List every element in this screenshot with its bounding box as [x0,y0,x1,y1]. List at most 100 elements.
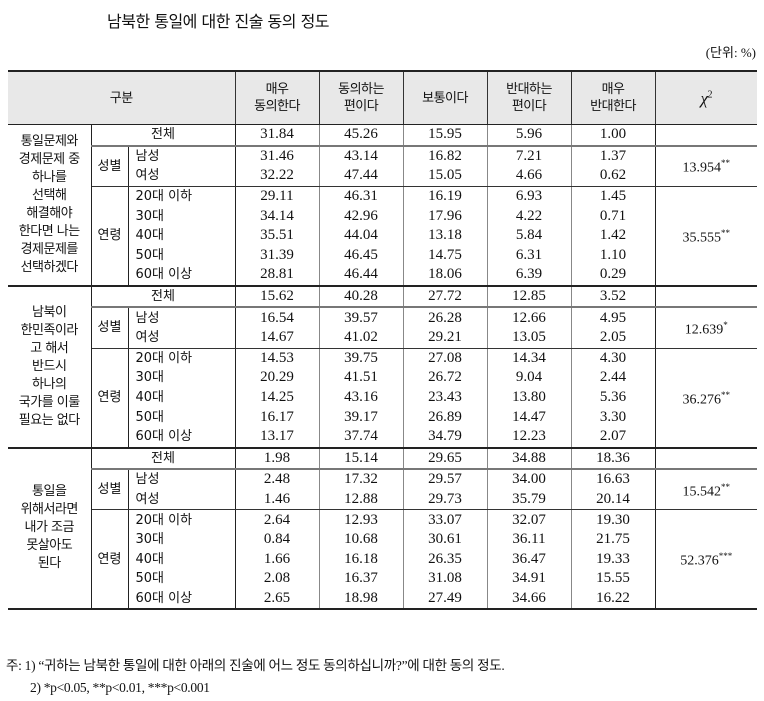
question-line: 하나를 [32,169,67,185]
subgroup-label: 남성 [135,148,160,164]
table-row: 60대 이상 28.81 46.44 18.06 6.39 0.29 [8,265,757,287]
subgroup-label: 40대 [135,551,165,567]
value-cell: 5.96 [486,124,572,147]
value-cell: 26.72 [402,368,488,388]
value-cell: 15.55 [570,569,656,589]
value-cell: 32.07 [486,509,572,530]
value-cell: 30.61 [402,529,488,550]
value-cell: 14.34 [486,348,572,369]
value-cell: 2.44 [570,368,656,388]
question-line: 반드시 [32,358,67,374]
header-text: 동의하는 [338,82,384,97]
value-cell: 13.17 [234,426,320,449]
footnote-2: 2) *p<0.05, **p<0.01, ***p<0.001 [30,680,210,695]
value-cell: 12.85 [486,285,572,309]
value-cell: 5.84 [486,225,572,246]
significance-marker: ** [721,158,731,169]
value-cell: 15.05 [402,166,488,187]
subgroup-label: 20대 이하 [135,350,193,366]
chi-value: 35.555 [682,230,722,246]
value-cell: 14.67 [234,327,320,349]
value-cell: 20.29 [234,368,320,388]
value-cell: 16.54 [234,307,320,328]
value-cell: 16.17 [234,407,320,427]
question-line: 못살아도 [26,538,73,554]
subgroup-label: 남성 [135,310,160,326]
value-cell: 5.36 [570,387,656,408]
value-cell: 34.00 [486,469,572,490]
value-cell: 12.93 [318,509,404,530]
value-cell: 34.79 [402,426,488,449]
table-row: 50대 16.17 39.17 26.89 14.47 3.30 [8,407,757,427]
value-cell: 29.21 [402,327,488,349]
question-cell: 통일문제와 경제문제 중 하나를 선택해 해결해야 한다면 나는 경제문제를 선택하겠다 [8,124,92,287]
subgroup-label: 20대 이하 [135,512,193,528]
value-cell: 0.29 [570,265,656,287]
table-row: 여성 32.22 47.44 15.05 4.66 0.62 [8,166,757,187]
table-row: 50대 31.39 46.45 14.75 6.31 1.10 [8,245,757,266]
value-cell: 7.21 [486,145,572,167]
age-group-label: 연령 [91,509,129,611]
header-text: 반대한다 [590,99,636,114]
value-cell: 16.82 [402,145,488,167]
value-cell: 34.91 [486,569,572,589]
value-cell: 14.53 [234,348,320,369]
chi-value: 12.639 [684,322,724,338]
value-cell: 1.45 [570,186,656,207]
value-cell: 37.74 [318,426,404,449]
value-cell: 27.08 [402,348,488,369]
header-text: 동의한다 [254,99,300,114]
subgroup-label: 여성 [128,489,236,511]
table-row: 연령 20대 이하 14.53 39.75 27.08 14.34 4.30 36.276** [8,348,758,449]
value-cell: 29.73 [402,489,488,511]
chi-square-cell [654,447,758,471]
table-row: 40대 35.51 44.04 13.18 5.84 1.42 [8,225,757,246]
value-cell: 29.57 [402,469,488,490]
table-row: 40대 14.25 43.16 23.43 13.80 5.36 [8,387,757,408]
value-cell: 12.66 [486,307,572,328]
question-line: 경제문제를 [20,241,79,257]
gender-group-label: 성별 [91,469,129,511]
table-row: 연령 20대 이하 29.11 46.31 16.19 6.93 1.45 35.555** [8,186,758,287]
value-cell: 43.16 [318,387,404,408]
value-cell: 2.05 [570,327,656,349]
subgroup-label: 20대 이하 [135,189,193,205]
value-cell: 44.04 [318,225,404,246]
significance-marker: *** [718,551,733,562]
question-line: 한다면 나는 [18,223,80,239]
value-cell: 19.33 [570,549,656,570]
question-line: 해결해야 [26,205,73,221]
value-cell: 4.30 [570,348,656,369]
value-cell: 16.63 [570,469,656,490]
header-text: 반대하는 [506,82,552,97]
value-cell: 36.11 [486,529,572,550]
total-label: 전체 [91,447,236,471]
question-line: 한민족이라 [20,322,79,338]
header-text: 편이다 [343,99,379,114]
question-line: 고 해서 [30,340,69,356]
subgroup-label: 40대 [135,390,165,406]
value-cell: 17.32 [318,469,404,490]
value-cell: 1.42 [570,225,656,246]
table-row: 30대 0.84 10.68 30.61 36.11 21.75 [8,529,757,550]
value-cell: 6.93 [486,186,572,207]
value-cell: 16.19 [402,186,488,207]
value-cell: 1.10 [570,245,656,266]
subgroup-label: 50대 [135,571,165,587]
table-row: 40대 1.66 16.18 26.35 36.47 19.33 [8,549,757,570]
value-cell: 40.28 [318,285,404,309]
value-cell: 18.98 [318,588,404,611]
footnote-1: 주: 1) “귀하는 남북한 통일에 대한 아래의 진술에 어느 정도 동의하십… [6,658,505,673]
value-cell: 35.51 [234,225,320,246]
subgroup-label: 여성 [128,327,236,349]
age-group-label: 연령 [91,186,129,287]
subgroup-label: 30대 [135,532,165,548]
value-cell: 23.43 [402,387,488,408]
gender-chi-square: 13.954** [654,145,758,187]
value-cell: 18.06 [402,265,488,287]
value-cell: 41.51 [318,368,404,388]
value-cell: 39.17 [318,407,404,427]
question-cell: 통일을 위해서라면 내가 조금 못살아도 된다 [8,447,92,611]
value-cell: 31.08 [402,569,488,589]
